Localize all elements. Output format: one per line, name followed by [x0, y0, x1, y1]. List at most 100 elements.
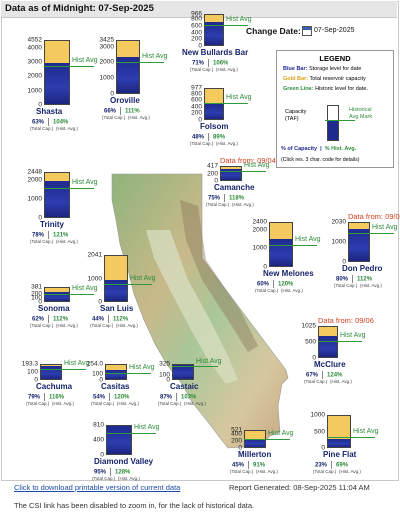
stat-divider [120, 107, 122, 115]
reservoir-camanche[interactable]: 417 200 0 Hist Avg Camanche 75% 118% (Total Cap… [186, 156, 300, 207]
hist-avg-label: Hist Avg [244, 162, 270, 170]
pct-hist-avg: 112% [357, 276, 373, 283]
tick-label: 0 [214, 177, 218, 185]
hist-avg-line [44, 65, 94, 67]
reservoir-name[interactable]: Shasta [36, 107, 63, 116]
legend-blue-text: Storage level for date [308, 66, 362, 72]
reservoir-new-melones[interactable]: 2400 2000 1000 0 Hist Avg New Melones 60% 120%(… [235, 219, 351, 294]
pct-capacity: 95% [94, 469, 107, 476]
tick-label: 0 [38, 214, 42, 222]
reservoir-pine-flat[interactable]: 1000 500 0 Hist Avg Pine Flat 23% 69% (Total Ca… [293, 412, 400, 475]
tick-label: 1000 [27, 195, 42, 203]
capacity-bar[interactable] [204, 88, 224, 120]
tick-label: 3000 [99, 43, 114, 51]
reservoir-name[interactable]: Casitas [101, 382, 130, 391]
pct-capacity: 48% [192, 134, 205, 141]
data-from-note: Data from: 09/04 [348, 212, 400, 221]
capacity-bar[interactable] [244, 430, 266, 448]
pct-hist-avg: 120% [278, 281, 294, 288]
reservoir-castaic[interactable]: 325 100 0 Hist Avg Castaic 87% 103% (Total Cap.… [138, 358, 252, 407]
reservoir-folsom[interactable]: 977 800 600 400 200 0 Hist Avg Folsom 48% 89% (Tot… [170, 85, 282, 147]
reservoir-name[interactable]: Sonoma [38, 304, 70, 313]
reservoir-casitas[interactable]: 254.0 100 0 Hist Avg Casitas 54% 120% (Total Ca… [71, 361, 185, 407]
reservoir-name[interactable]: Camanche [214, 183, 255, 192]
change-date-value[interactable]: 07-Sep-2025 [314, 27, 355, 34]
reservoir-oroville[interactable]: 3425 3000 2000 1000 0 Hist Avg Oroville 66% 111%… [82, 37, 198, 121]
capacity-bar[interactable] [105, 364, 127, 380]
reservoir-name[interactable]: Don Pedro [342, 264, 383, 273]
axis-ticks: 2041 1000 0 [70, 252, 102, 306]
capacity-bar[interactable] [40, 364, 62, 380]
reservoir-don-pedro[interactable]: 2030 1000 0 Hist Avg Don Pedro 80% 112% (Total … [314, 212, 400, 288]
reservoir-diamond-valley[interactable]: 810 400 0 Hist Avg Diamond Valley 95% 128% (Tot… [72, 422, 190, 482]
hist-avg-caption: (Hist. Avg.) [216, 67, 238, 72]
capacity-bar[interactable] [44, 172, 70, 218]
reservoir-new-bullards-bar[interactable]: 966 800 600 400 200 0 Hist Avg New Bullards Bar… [170, 11, 282, 73]
reservoir-name[interactable]: Cachuma [36, 382, 73, 391]
reservoir-name[interactable]: Folsom [200, 122, 229, 131]
reservoir-name[interactable]: Pine Flat [323, 450, 357, 459]
capacity-bar[interactable] [172, 364, 194, 380]
reservoir-name[interactable]: New Melones [263, 269, 314, 278]
tick-label: 0 [198, 42, 202, 50]
total-cap-caption: (Total Cap.) [90, 323, 114, 328]
hist-avg-label: Hist Avg [353, 428, 379, 435]
hist-avg-line [106, 432, 156, 434]
hist-avg-label: Hist Avg [142, 52, 168, 60]
hist-avg-caption: (Hist. Avg.) [56, 323, 78, 328]
hist-avg-line [204, 102, 248, 104]
reservoir-shasta[interactable]: 4552 4000 3000 2000 1000 0 Hist Avg Shasta 63% 10… [10, 37, 128, 132]
reservoir-stats: 78% 121% [32, 231, 68, 239]
tick-label: 0 [198, 116, 202, 124]
capacity-bar[interactable] [204, 14, 224, 46]
hist-avg-line [44, 293, 94, 295]
pct-hist-avg: 112% [53, 316, 69, 323]
reservoir-name[interactable]: Trinity [40, 220, 65, 229]
capacity-bar[interactable] [44, 40, 70, 105]
capacity-bar[interactable] [318, 326, 338, 358]
tick-label: 0 [38, 298, 42, 306]
tick-label: 1000 [252, 244, 267, 252]
pct-capacity: 63% [32, 119, 45, 126]
legend-gold-key: Gold Bar: [283, 76, 309, 82]
legend-note: (Click res. 3 char. code for details) [281, 157, 360, 163]
storage-fill [319, 335, 337, 357]
capacity-bar[interactable] [104, 255, 128, 302]
tick-label: 0 [321, 444, 325, 452]
reservoir-millerton[interactable]: 521 400 200 0 Hist Avg Millerton 45% 91% (Total … [210, 427, 324, 475]
legend-green-text: Historic level for date. [315, 86, 368, 92]
capacity-bar[interactable] [220, 166, 242, 181]
capacity-bar[interactable] [116, 40, 140, 94]
reservoir-mcclure[interactable]: 1025 500 0 Hist Avg McClure 67% 124% (Total Cap… [284, 316, 396, 384]
reservoir-name[interactable]: Castaic [170, 382, 199, 391]
reservoir-name[interactable]: Diamond Valley [94, 457, 154, 466]
hist-avg-label: Hist Avg [134, 423, 160, 431]
stat-divider [108, 315, 110, 323]
hist-avg-label: Hist Avg [64, 360, 90, 368]
tick-label: 417 [207, 162, 218, 170]
hist-avg-caption: (Hist. Avg.) [232, 202, 254, 207]
capacity-bar[interactable] [327, 415, 351, 448]
legend-cap-1: Capacity [285, 109, 307, 115]
capacity-bar[interactable] [106, 425, 132, 455]
reservoir-name[interactable]: San Luis [100, 304, 134, 313]
stat-divider [224, 194, 226, 202]
reservoir-name[interactable]: McClure [314, 360, 346, 369]
axis-ticks: 3425 3000 2000 1000 0 [82, 37, 114, 98]
axis-ticks: 381 200 100 0 [10, 284, 42, 306]
download-link[interactable]: Click to download printable version of c… [14, 483, 181, 492]
tick-label: 1000 [99, 74, 114, 82]
reservoir-name[interactable]: Millerton [238, 450, 272, 459]
reservoir-trinity[interactable]: 2448 2000 1000 0 Hist Avg Trinity 78% 121% (Tota… [10, 169, 128, 245]
capacity-bar[interactable] [348, 222, 370, 262]
pct-capacity: 54% [93, 394, 106, 401]
hist-avg-line [244, 439, 290, 441]
calendar-icon[interactable] [302, 26, 312, 36]
reservoir-name[interactable]: New Bullards Bar [182, 48, 249, 57]
pct-hist-avg: 116% [49, 394, 65, 401]
reservoir-sonoma[interactable]: 381 200 100 0 Hist Avg Sonoma 62% 112% (Total Ca… [10, 284, 128, 329]
reservoir-name[interactable]: Oroville [110, 96, 140, 105]
reservoir-san-luis[interactable]: 2041 1000 0 Hist Avg San Luis 44% 112% (Total C… [70, 252, 186, 329]
reservoir-cachuma[interactable]: 193.3 100 0 Hist Avg Cachuma 79% 116% (Total Ca… [6, 360, 120, 406]
hist-avg-label: Hist Avg [129, 363, 155, 371]
